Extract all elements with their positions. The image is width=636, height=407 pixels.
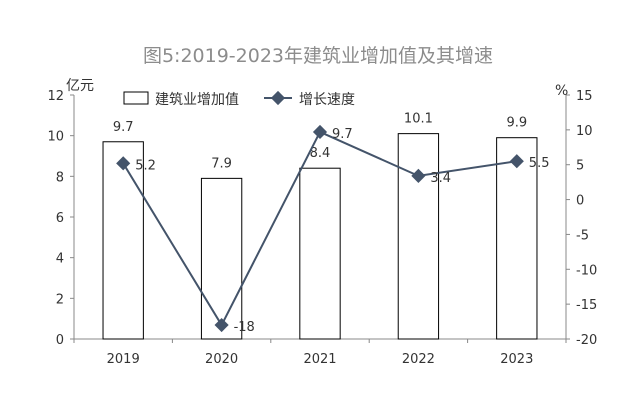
y-left-tick-label: 8 [56,170,64,185]
bar [397,133,440,340]
y-left-tick-label: 2 [56,292,64,307]
y-left-tick-label: 0 [56,333,64,348]
bar [200,177,243,340]
growth-data-label: -18 [234,320,255,335]
bars: 9.7 7.9 8.4 10.1 9.9 [102,112,538,340]
growth-data-label: 9.7 [332,127,353,142]
legend-line-marker [270,90,286,106]
bar [299,167,341,340]
growth-data-label: 5.5 [529,156,550,171]
x-tick-label: 2022 [402,352,435,367]
growth-point [411,168,426,183]
y-left-tick-label: 6 [56,211,64,226]
y-right-tick-label: -15 [576,298,597,313]
legend-line-label: 增长速度 [299,92,355,108]
legend-bar-label: 建筑业增加值 [155,92,239,108]
growth-point [312,124,328,140]
y-left-tick-label: 12 [47,89,64,104]
growth-point [509,154,524,169]
y-right-tick-label: 0 [576,194,584,209]
x-tick-label: 2020 [205,352,238,367]
legend-bar-swatch [123,91,149,105]
bar [102,141,144,340]
y-right-tick-label: 15 [576,89,593,104]
x-tick-label: 2019 [107,352,140,367]
growth-line: 5.2 -18 9.7 3.4 5.5 [116,124,550,335]
bar-data-label: 9.7 [113,120,134,135]
bar-data-label: 9.9 [506,116,527,131]
bar-data-label: 8.4 [310,146,331,161]
axes: 0 2 4 6 8 10 12 -20 -15 -10 -5 0 5 10 15 2019 2020 2021 20… [47,89,597,367]
bar-data-label: 7.9 [211,156,232,171]
bar [496,137,538,340]
y-right-unit: % [555,83,568,99]
y-right-tick-label: 10 [576,124,593,139]
y-left-unit: 亿元 [66,78,94,94]
y-right-tick-label: -10 [576,263,597,278]
y-right-tick-label: -5 [576,228,589,243]
chart-title: 图5:2019-2023年建筑业增加值及其增速 [143,45,493,67]
x-tick-label: 2021 [303,352,336,367]
y-left-tick-label: 10 [47,130,64,145]
legend: 建筑业增加值 增长速度 [123,90,355,108]
x-tick-label: 2023 [500,352,533,367]
growth-data-label: 5.2 [135,158,156,173]
y-right-tick-label: 5 [576,159,584,174]
y-left-tick-label: 4 [56,252,64,267]
bar-data-label: 10.1 [404,112,433,127]
y-right-tick-label: -20 [576,333,597,348]
growth-point [214,317,229,333]
growth-data-label: 3.4 [430,171,451,186]
